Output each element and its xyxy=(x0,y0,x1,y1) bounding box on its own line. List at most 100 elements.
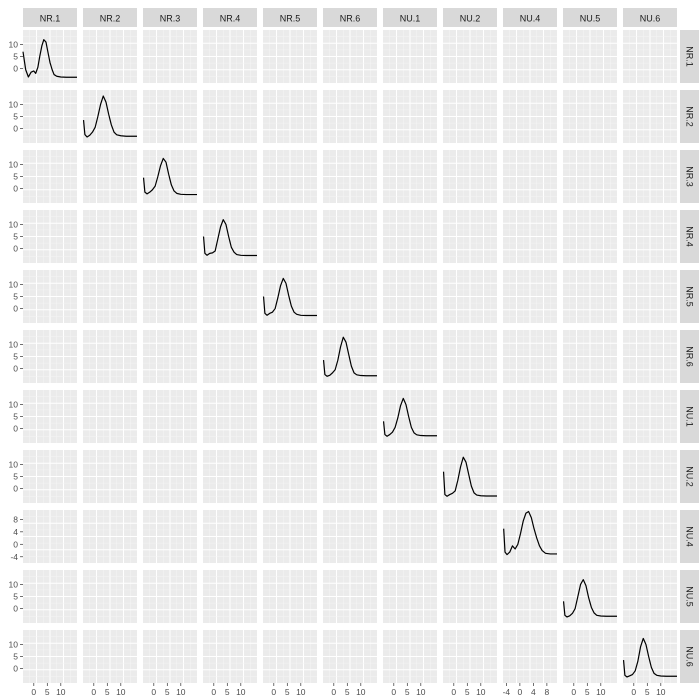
y-tick-label: -4 xyxy=(10,552,18,562)
column-strip xyxy=(383,8,437,27)
column-strip-label: NU.5 xyxy=(580,14,601,24)
y-tick-label: 8 xyxy=(13,514,18,524)
row-strip-label: NR.5 xyxy=(685,286,695,307)
row-strip xyxy=(680,510,699,563)
y-tick-label: 10 xyxy=(9,459,19,469)
x-tick-label: 0 xyxy=(91,687,96,697)
column-strip xyxy=(263,8,317,27)
y-tick-label: 5 xyxy=(13,112,18,122)
row-strip xyxy=(680,30,699,83)
column-strip xyxy=(443,8,497,27)
column-strip xyxy=(623,8,677,27)
density-line xyxy=(82,95,137,138)
density-line xyxy=(262,277,317,317)
row-strip-label: NU.6 xyxy=(685,646,695,667)
column-strip-label: NR.5 xyxy=(280,14,301,24)
row-strip-label: NR.3 xyxy=(685,166,695,187)
density-line xyxy=(202,219,257,257)
row-strip xyxy=(680,330,699,383)
row-strip xyxy=(680,630,699,683)
x-tick-label: 10 xyxy=(56,687,66,697)
x-tick-label: 0 xyxy=(331,687,336,697)
x-tick-label: 0 xyxy=(391,687,396,697)
x-tick-label: 5 xyxy=(105,687,110,697)
column-strip-label: NU.6 xyxy=(640,14,661,24)
row-strip xyxy=(680,450,699,503)
x-tick-label: 5 xyxy=(645,687,650,697)
x-tick-label: 0 xyxy=(151,687,156,697)
x-tick-label: 0 xyxy=(631,687,636,697)
x-tick-label: 5 xyxy=(585,687,590,697)
row-strip-label: NR.1 xyxy=(685,46,695,67)
y-tick-label: 5 xyxy=(13,412,18,422)
x-tick-label: 0 xyxy=(518,687,523,697)
density-line xyxy=(322,336,377,377)
row-strip xyxy=(680,90,699,143)
y-tick-label: 5 xyxy=(13,352,18,362)
x-tick-label: 0 xyxy=(211,687,216,697)
y-tick-label: 0 xyxy=(13,364,18,374)
x-tick-label: 10 xyxy=(296,687,306,697)
y-tick-label: 0 xyxy=(13,539,18,549)
y-tick-label: 0 xyxy=(13,424,18,434)
column-strip xyxy=(203,8,257,27)
density-line xyxy=(142,157,197,196)
y-tick-label: 5 xyxy=(13,592,18,602)
column-strip-label: NR.2 xyxy=(100,14,121,24)
y-tick-label: 10 xyxy=(9,99,19,109)
y-tick-label: 4 xyxy=(13,527,18,537)
density-line xyxy=(562,579,617,618)
x-tick-label: 0 xyxy=(271,687,276,697)
y-tick-label: 10 xyxy=(9,579,19,589)
x-tick-label: 5 xyxy=(345,687,350,697)
x-tick-label: 0 xyxy=(571,687,576,697)
row-strip-label: NU.1 xyxy=(685,406,695,427)
row-strip xyxy=(680,150,699,203)
y-tick-label: 5 xyxy=(13,652,18,662)
x-tick-label: 10 xyxy=(356,687,366,697)
x-tick-label: 10 xyxy=(596,687,606,697)
column-strip-label: NR.1 xyxy=(40,14,61,24)
y-tick-label: 0 xyxy=(13,664,18,674)
column-strip xyxy=(503,8,557,27)
density-line xyxy=(382,397,437,437)
x-tick-label: 5 xyxy=(45,687,50,697)
column-strip-label: NR.3 xyxy=(160,14,181,24)
x-tick-label: 10 xyxy=(116,687,126,697)
y-tick-label: 10 xyxy=(9,399,19,409)
row-strip-label: NU.5 xyxy=(685,586,695,607)
column-strip xyxy=(143,8,197,27)
y-tick-label: 0 xyxy=(13,124,18,134)
y-tick-label: 0 xyxy=(13,64,18,74)
x-tick-label: 10 xyxy=(476,687,486,697)
column-strip xyxy=(563,8,617,27)
row-strip xyxy=(680,390,699,443)
density-line xyxy=(442,456,497,497)
row-strip-label: NR.6 xyxy=(685,346,695,367)
x-tick-label: 0 xyxy=(31,687,36,697)
x-tick-label: 5 xyxy=(165,687,170,697)
x-tick-label: 5 xyxy=(405,687,410,697)
y-tick-label: 0 xyxy=(13,304,18,314)
y-tick-label: 0 xyxy=(13,604,18,614)
y-tick-label: 10 xyxy=(9,39,19,49)
column-strip-label: NU.4 xyxy=(520,14,541,24)
x-tick-label: 5 xyxy=(285,687,290,697)
density-line xyxy=(503,510,557,556)
y-tick-label: 5 xyxy=(13,172,18,182)
y-tick-label: 5 xyxy=(13,472,18,482)
x-tick-label: 10 xyxy=(236,687,246,697)
density-line xyxy=(22,39,77,78)
x-tick-label: 10 xyxy=(176,687,186,697)
row-strip-label: NR.4 xyxy=(685,226,695,247)
row-strip-label: NU.4 xyxy=(685,526,695,547)
column-strip-label: NU.2 xyxy=(460,14,481,24)
y-tick-label: 5 xyxy=(13,292,18,302)
x-tick-label: 5 xyxy=(225,687,230,697)
x-tick-label: 8 xyxy=(545,687,550,697)
column-strip-label: NU.1 xyxy=(400,14,421,24)
x-tick-label: 5 xyxy=(465,687,470,697)
column-strip-label: NR.4 xyxy=(220,14,241,24)
column-strip-label: NR.6 xyxy=(340,14,361,24)
